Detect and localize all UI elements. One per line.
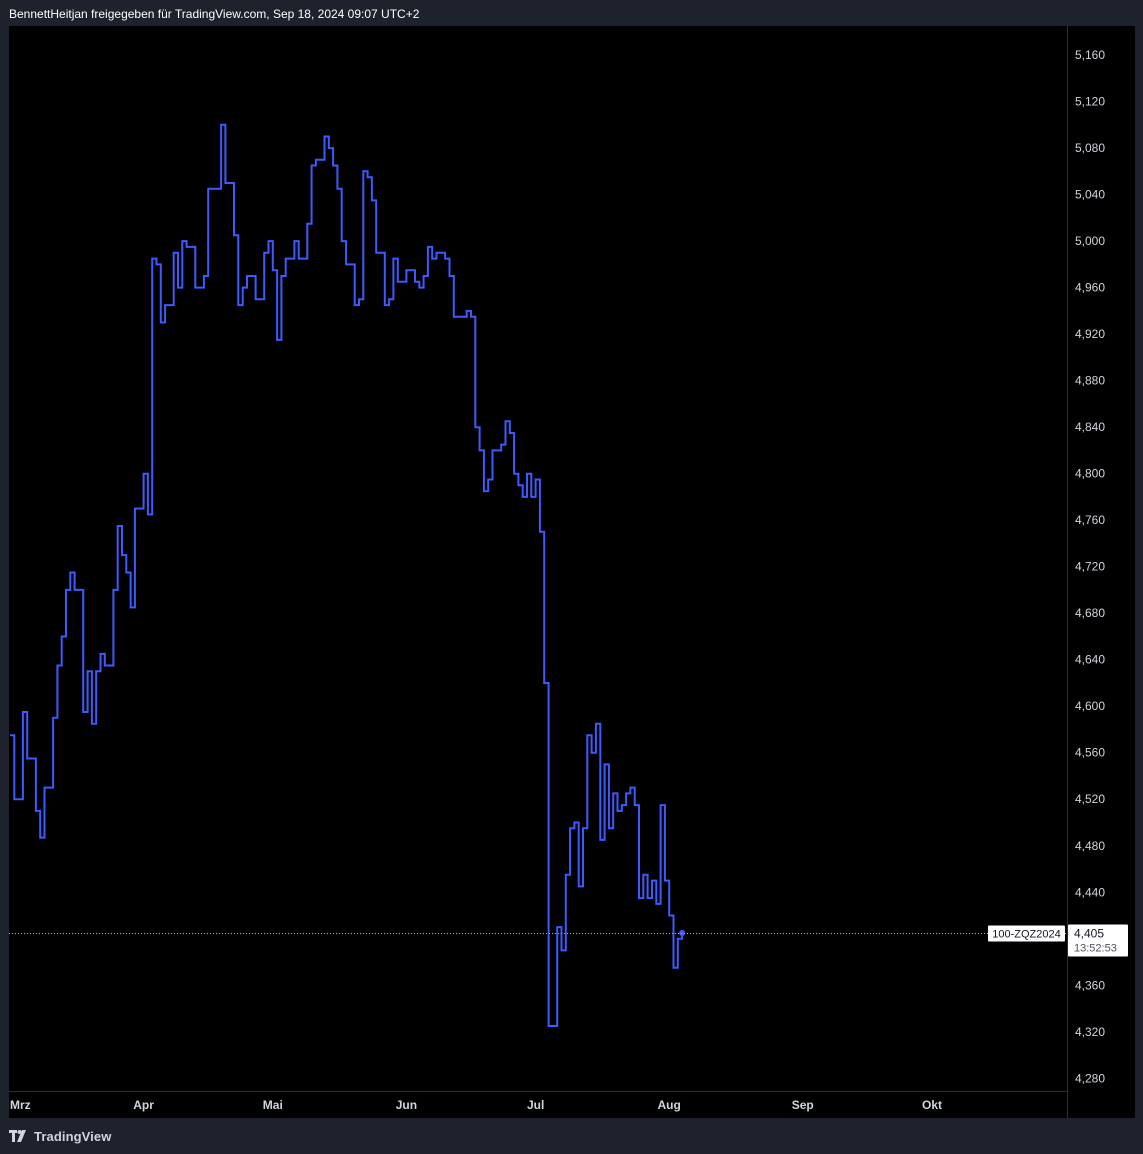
time-tick-label: Mrz [10, 1098, 31, 1112]
price-tick-label: 4,960 [1075, 281, 1105, 295]
price-tick-label: 4,920 [1075, 327, 1105, 341]
last-price-overlay: 100-ZQZ2024 4,405 13:52:53 [9, 924, 1128, 957]
time-tick-label: Apr [133, 1098, 154, 1112]
time-tick-label: Mai [263, 1098, 283, 1112]
price-tick-label: 4,480 [1075, 839, 1105, 853]
price-tick-label: 4,760 [1075, 513, 1105, 527]
price-tick-label: 4,560 [1075, 746, 1105, 760]
bar-countdown: 13:52:53 [1074, 943, 1117, 955]
chart-frame[interactable]: Mrz Apr Mai Jun Jul Aug Sep Okt 5,160 5,120 5,080… [9, 26, 1135, 1118]
tradingview-logo[interactable]: TradingView [9, 1128, 111, 1144]
price-tick-label: 5,040 [1075, 188, 1105, 202]
time-axis[interactable]: Mrz Apr Mai Jun Jul Aug Sep Okt [9, 1091, 1067, 1113]
last-point-marker [679, 929, 686, 936]
time-tick-label: Sep [792, 1098, 814, 1112]
price-tick-label: 5,160 [1075, 48, 1105, 62]
price-tick-label: 5,080 [1075, 141, 1105, 155]
price-tick-label: 4,520 [1075, 792, 1105, 806]
price-tick-label: 4,320 [1075, 1025, 1105, 1039]
symbol-label-box [988, 925, 1065, 942]
price-tick-label: 4,360 [1075, 978, 1105, 992]
symbol-label: 100-ZQZ2024 [992, 929, 1060, 941]
price-tick-label: 4,440 [1075, 885, 1105, 899]
price-tick-label: 4,280 [1075, 1071, 1105, 1085]
brand-text: TradingView [34, 1128, 112, 1144]
price-tick-label: 4,640 [1075, 653, 1105, 667]
price-tick-label: 4,840 [1075, 420, 1105, 434]
price-tick-label: 5,120 [1075, 95, 1105, 109]
time-tick-label: Jun [396, 1098, 417, 1112]
plot-area[interactable] [10, 123, 686, 1027]
series-line-0[interactable] [10, 123, 684, 1027]
price-tick-label: 5,000 [1075, 234, 1105, 248]
price-tick-label: 4,720 [1075, 560, 1105, 574]
time-tick-label: Aug [658, 1098, 681, 1112]
tradingview-logo-icon [9, 1130, 26, 1142]
attribution-text: BennettHeitjan freigegeben für TradingVi… [9, 7, 420, 21]
price-axis[interactable]: 5,160 5,120 5,080 5,040 5,000 4,960 4,920 4,880… [1067, 26, 1106, 1118]
price-tick-label: 4,600 [1075, 699, 1105, 713]
price-tick-label: 4,880 [1075, 374, 1105, 388]
last-price-value: 4,405 [1074, 927, 1104, 941]
price-tick-label: 4,800 [1075, 467, 1105, 481]
time-tick-label: Okt [922, 1098, 942, 1112]
chart-footer: TradingView [0, 1118, 1143, 1154]
time-tick-label: Jul [527, 1098, 544, 1112]
chart-header: BennettHeitjan freigegeben für TradingVi… [0, 0, 1143, 26]
last-price-box [1068, 924, 1128, 957]
price-chart[interactable]: Mrz Apr Mai Jun Jul Aug Sep Okt 5,160 5,120 5,080… [9, 26, 1135, 1118]
price-tick-label: 4,680 [1075, 606, 1105, 620]
